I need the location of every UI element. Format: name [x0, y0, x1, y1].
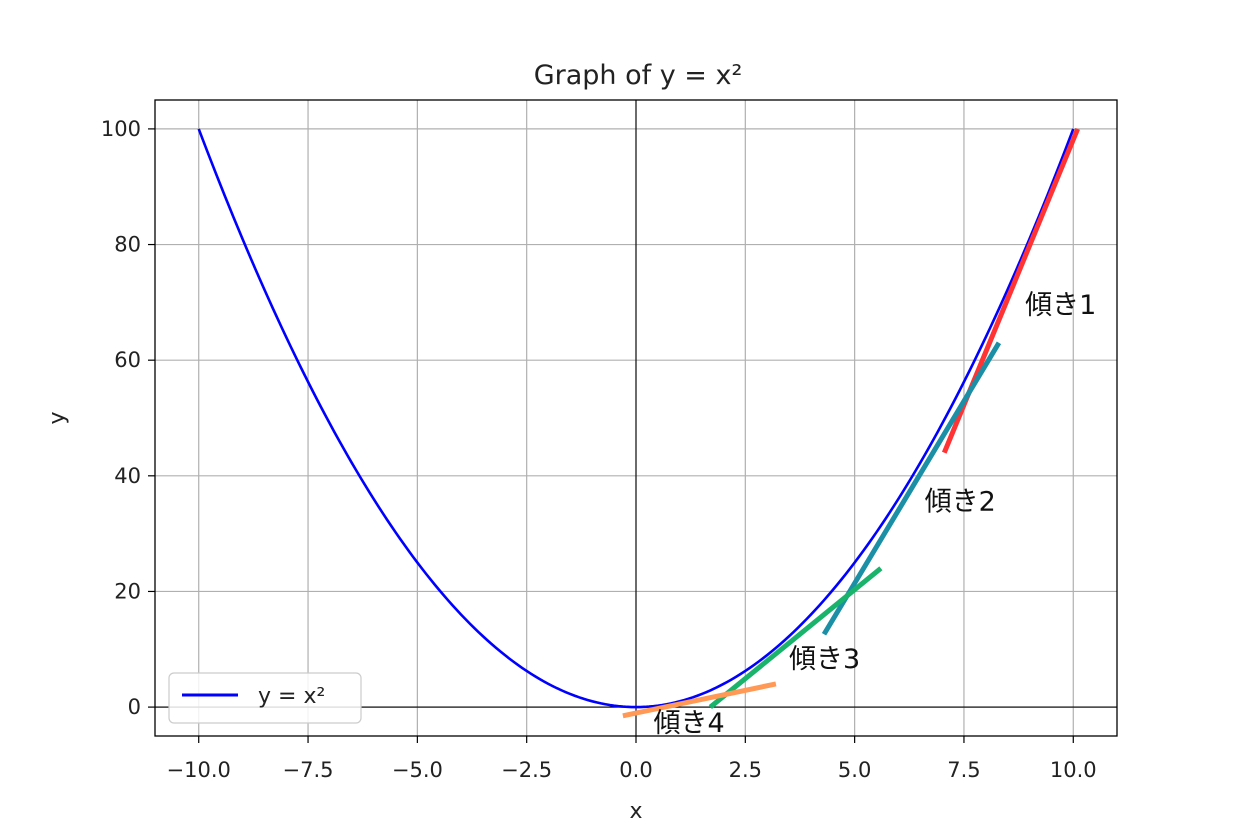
series-layer [197, 128, 1075, 709]
legend-label: y = x² [258, 684, 325, 709]
tangent-label-2: 傾き2 [925, 487, 996, 518]
x-tick-label-2: −5.0 [392, 758, 443, 782]
y-tick-label-1: 20 [114, 579, 141, 603]
tangent-label-4: 傾き4 [653, 708, 724, 739]
x-tick-label-4: 0.0 [619, 758, 652, 782]
reference-lines [155, 100, 1117, 736]
x-tick-label-3: −2.5 [501, 758, 552, 782]
x-tick-label-6: 5.0 [838, 758, 871, 782]
y-tick-label-3: 60 [114, 348, 141, 372]
x-tick-label-0: −10.0 [167, 758, 231, 782]
x-tick-label-8: 10.0 [1050, 758, 1097, 782]
y-tick-label-0: 0 [128, 695, 141, 719]
series-line-0 [197, 128, 1075, 709]
tangent-label-1: 傾き1 [1025, 290, 1096, 321]
y-axis: 0 20 40 60 80 100 [101, 117, 155, 719]
tangent-label-3: 傾き3 [789, 644, 860, 675]
x-axis-label: x [629, 799, 642, 824]
x-axis: −10.0 −7.5 −5.0 −2.5 0.0 2.5 5.0 7.5 10.0 [167, 736, 1097, 782]
legend: y = x² [168, 672, 362, 724]
x-tick-label-5: 2.5 [729, 758, 762, 782]
tangent-layer [622, 127, 1080, 719]
annotations: 傾き1 傾き2 傾き3 傾き4 [653, 290, 1096, 739]
tangent-segment-3 [708, 566, 883, 710]
x-tick-label-7: 7.5 [947, 758, 980, 782]
y-tick-label-4: 80 [114, 233, 141, 257]
tangent-segment-2 [821, 341, 1002, 636]
y-tick-label-5: 100 [101, 117, 141, 141]
x-tick-label-1: −7.5 [283, 758, 334, 782]
tangent-segment-4 [622, 681, 777, 719]
y-axis-label: y [45, 411, 70, 424]
y-tick-label-2: 40 [114, 464, 141, 488]
chart-title: Graph of y = x² [534, 60, 743, 91]
legend-box [168, 672, 362, 724]
